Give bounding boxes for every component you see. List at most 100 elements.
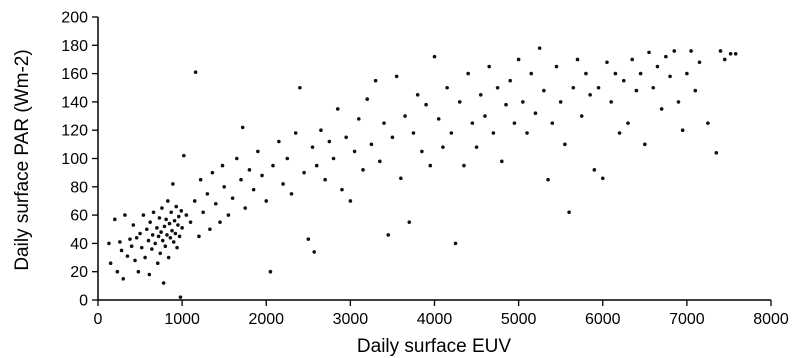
data-point — [160, 238, 165, 243]
data-point — [390, 135, 395, 140]
data-point — [277, 139, 281, 144]
data-point — [537, 46, 542, 50]
data-point — [722, 57, 727, 62]
data-point — [125, 254, 130, 258]
data-point — [166, 199, 170, 203]
data-point — [474, 145, 479, 149]
data-point — [323, 177, 327, 182]
data-point — [146, 238, 151, 243]
data-point — [571, 85, 576, 90]
data-point — [466, 71, 470, 76]
data-point — [240, 125, 245, 130]
data-point — [542, 88, 546, 93]
data-point — [394, 74, 399, 79]
data-point — [508, 78, 513, 83]
data-point — [664, 54, 668, 59]
y-tick-label: 0 — [79, 293, 88, 310]
data-point — [647, 50, 651, 55]
y-tick-label: 40 — [70, 236, 88, 253]
data-point — [162, 224, 167, 229]
data-point — [271, 163, 275, 168]
y-tick-label: 100 — [61, 151, 88, 168]
data-point — [144, 227, 149, 232]
y-tick-label: 200 — [61, 10, 88, 27]
data-point — [428, 163, 433, 168]
data-point — [247, 168, 252, 172]
data-point — [128, 237, 132, 241]
data-point — [462, 163, 466, 168]
data-point — [108, 261, 113, 266]
data-point — [453, 241, 458, 246]
data-point — [235, 156, 239, 161]
data-point — [365, 97, 370, 101]
data-point — [638, 71, 643, 76]
y-axis-title: Daily surface PAR (Wm-2) — [12, 49, 33, 270]
data-point — [155, 261, 160, 266]
data-point — [546, 177, 550, 182]
data-point — [176, 214, 181, 219]
data-point — [626, 121, 630, 125]
axes — [97, 17, 771, 301]
data-point — [169, 210, 173, 215]
data-point — [293, 131, 298, 135]
data-point — [356, 117, 361, 121]
data-point — [226, 213, 231, 217]
data-point — [160, 206, 164, 210]
data-point — [436, 117, 441, 121]
data-point — [141, 213, 146, 217]
data-point — [167, 221, 172, 226]
data-point — [411, 131, 416, 135]
data-point — [617, 131, 622, 135]
data-point — [521, 100, 525, 104]
data-point — [264, 199, 269, 203]
data-point — [588, 93, 592, 97]
data-point — [136, 269, 141, 274]
y-ticks: 0 20 40 60 80 100 120 140 160 180 200 — [61, 10, 98, 310]
data-point — [563, 142, 567, 147]
data-point — [193, 70, 198, 74]
data-point — [213, 201, 218, 206]
data-point — [378, 159, 382, 164]
data-point — [289, 192, 294, 196]
x-tick-label: 4000 — [417, 311, 453, 328]
data-point — [613, 71, 618, 76]
data-point — [174, 204, 179, 209]
data-point — [188, 220, 193, 224]
data-point — [584, 71, 588, 76]
data-point — [382, 121, 386, 125]
data-point — [478, 93, 483, 97]
data-point — [335, 107, 340, 111]
data-point — [153, 241, 158, 246]
data-point — [230, 196, 235, 200]
data-point — [171, 182, 175, 186]
data-point — [158, 251, 163, 256]
data-point — [529, 71, 534, 76]
data-point — [113, 217, 117, 222]
x-tick-label: 6000 — [585, 311, 621, 328]
data-point — [134, 235, 139, 240]
data-point — [689, 49, 693, 53]
data-point — [672, 49, 677, 53]
data-point — [131, 223, 136, 227]
data-point — [420, 149, 424, 154]
data-point — [714, 151, 719, 155]
data-point — [165, 233, 169, 237]
data-point — [222, 185, 226, 189]
data-point — [139, 245, 144, 250]
data-point — [605, 60, 609, 65]
data-point — [609, 100, 613, 104]
data-point — [348, 199, 353, 203]
data-point — [151, 210, 156, 215]
data-points — [107, 46, 738, 299]
data-point — [693, 88, 698, 93]
data-point — [251, 187, 256, 192]
data-point — [533, 111, 538, 116]
x-axis-title: Daily surface EUV — [357, 336, 511, 357]
data-point — [592, 168, 597, 172]
data-point — [119, 248, 124, 253]
data-point — [170, 228, 174, 233]
data-point — [184, 213, 189, 217]
y-tick-label: 140 — [61, 94, 88, 111]
data-point — [163, 244, 168, 249]
x-ticks: 0 1000 2000 3000 4000 5000 6000 7000 8000 — [94, 300, 789, 328]
